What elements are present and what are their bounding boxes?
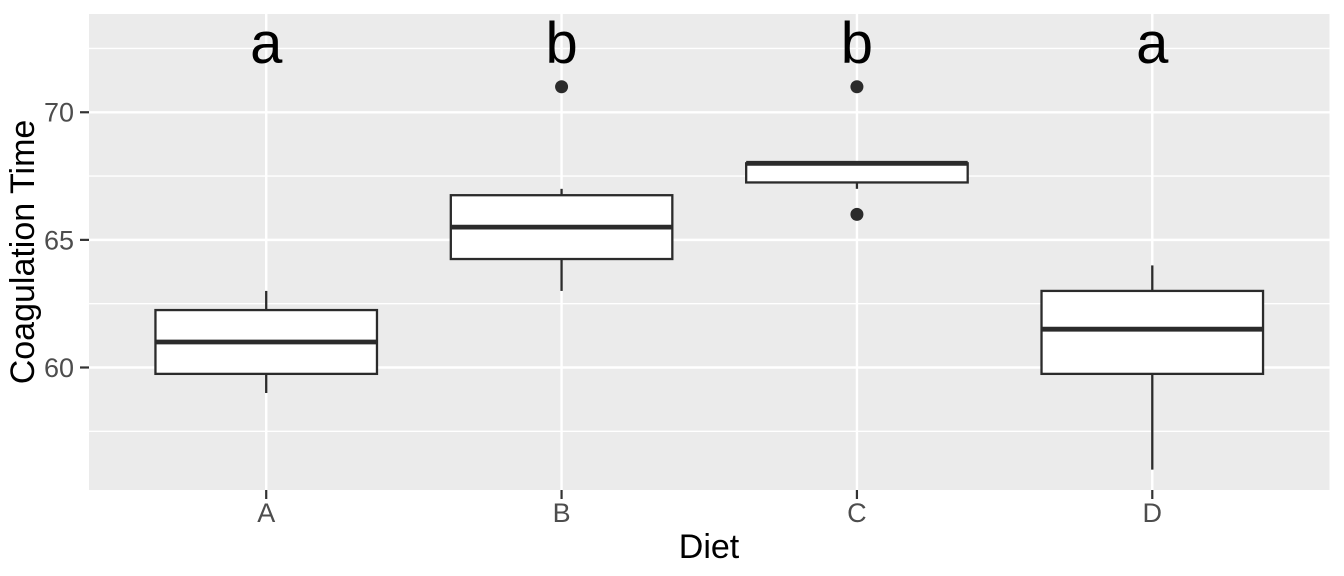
outlier-point-B (555, 80, 569, 94)
significance-letter-D: a (1136, 11, 1169, 76)
x-tick-label-D: D (1143, 498, 1163, 528)
outlier-point-C (850, 80, 864, 94)
significance-letter-B: b (545, 11, 577, 76)
x-tick-label-C: C (847, 498, 867, 528)
y-tick-label-70: 70 (44, 98, 74, 128)
x-axis-title: Diet (679, 528, 740, 566)
y-axis-title: Coagulation Time (4, 120, 42, 385)
box-rect-D (1040, 289, 1265, 376)
y-tick-label-60: 60 (44, 353, 74, 383)
outlier-point-C (850, 207, 864, 221)
y-tick-label-65: 65 (44, 225, 74, 255)
x-tick-label-A: A (257, 498, 275, 528)
significance-letter-C: b (841, 11, 873, 76)
plot-panel (89, 14, 1330, 490)
x-tick-label-B: B (553, 498, 571, 528)
significance-letter-A: a (250, 11, 283, 76)
plot-area-group: a Ab Bb Ca D 60 65 70 (44, 11, 1330, 528)
box-rect-C (745, 162, 969, 184)
